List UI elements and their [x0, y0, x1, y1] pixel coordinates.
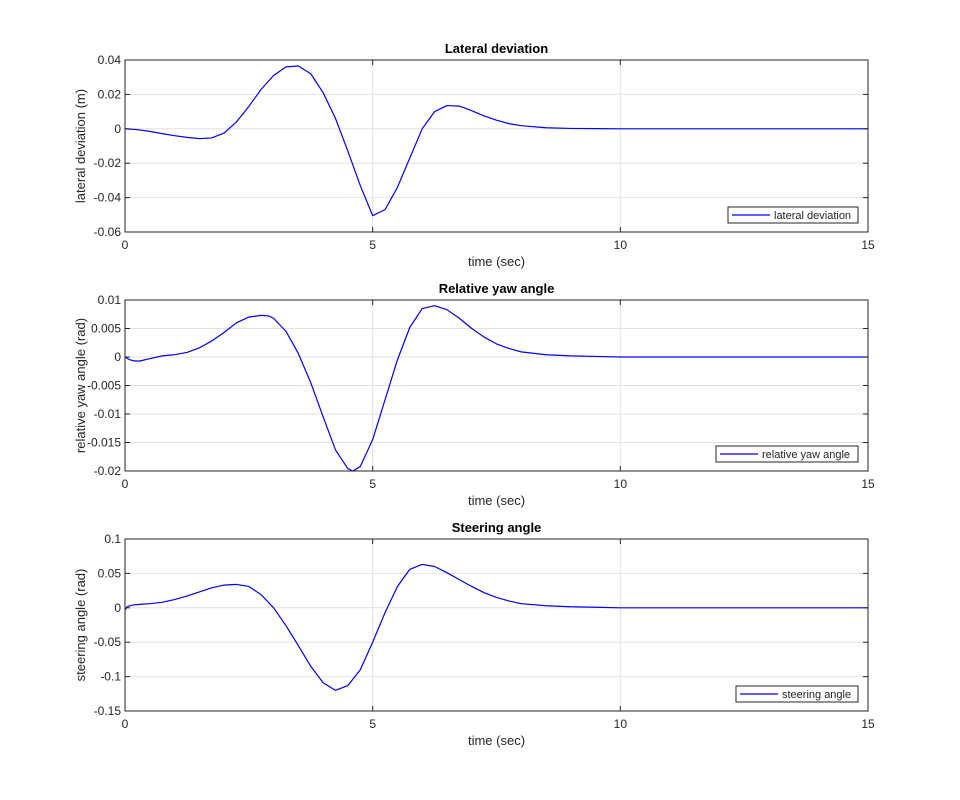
y-tick-label: -0.02	[94, 156, 122, 170]
plot-area-3	[125, 539, 868, 711]
chart-title: Relative yaw angle	[439, 281, 555, 296]
y-tick-label: 0.005	[91, 322, 121, 336]
y-tick-label: 0	[114, 601, 121, 615]
x-axis-label: time (sec)	[468, 493, 525, 508]
series-line-1	[124, 65, 868, 217]
legend-label: steering angle	[782, 689, 851, 701]
y-tick-label: 0.02	[98, 87, 122, 101]
x-tick-label: 5	[369, 238, 376, 252]
x-tick-label: 5	[369, 477, 376, 491]
x-axis-label: time (sec)	[468, 254, 525, 269]
y-tick-label: -0.02	[94, 464, 122, 478]
y-tick-label: -0.04	[94, 191, 122, 205]
x-tick-label: 15	[861, 477, 875, 491]
x-axis-label: time (sec)	[468, 733, 525, 748]
y-axis-label: steering angle (rad)	[73, 569, 88, 682]
series-line-3	[124, 563, 868, 691]
y-axis-label: lateral deviation (m)	[73, 89, 88, 203]
y-axis-label: relative yaw angle (rad)	[73, 318, 88, 453]
x-tick-label: 15	[861, 238, 875, 252]
y-tick-label: -0.15	[94, 704, 122, 718]
y-tick-label: 0.01	[98, 293, 122, 307]
x-tick-label: 0	[122, 717, 129, 731]
legend-box	[715, 445, 859, 463]
x-tick-label: 0	[122, 477, 129, 491]
legend-label: lateral deviation	[774, 210, 851, 222]
y-tick-label: -0.06	[94, 225, 122, 239]
y-tick-label: 0	[114, 122, 121, 136]
x-tick-label: 10	[614, 717, 628, 731]
y-tick-label: -0.1	[100, 670, 121, 684]
legend-label: relative yaw angle	[762, 449, 850, 461]
x-tick-label: 10	[614, 477, 628, 491]
plot-area-1	[125, 60, 868, 232]
y-tick-label: -0.01	[94, 407, 122, 421]
axes-box-3	[124, 538, 869, 712]
legend-box	[735, 685, 859, 703]
y-tick-label: 0.05	[98, 566, 122, 580]
y-tick-label: 0	[114, 350, 121, 364]
y-tick-label: 0.04	[98, 53, 122, 67]
chart-title: Lateral deviation	[445, 41, 548, 56]
legend-box	[727, 206, 859, 224]
x-tick-label: 10	[614, 238, 628, 252]
x-tick-label: 0	[122, 238, 129, 252]
y-tick-label: 0.1	[104, 532, 121, 546]
series-line-2	[124, 305, 868, 472]
x-tick-label: 15	[861, 717, 875, 731]
y-tick-label: -0.015	[87, 436, 121, 450]
axes-box-1	[124, 59, 869, 233]
chart-title: Steering angle	[452, 520, 542, 535]
y-tick-label: -0.05	[94, 635, 122, 649]
y-tick-label: -0.005	[87, 379, 121, 393]
x-tick-label: 5	[369, 717, 376, 731]
